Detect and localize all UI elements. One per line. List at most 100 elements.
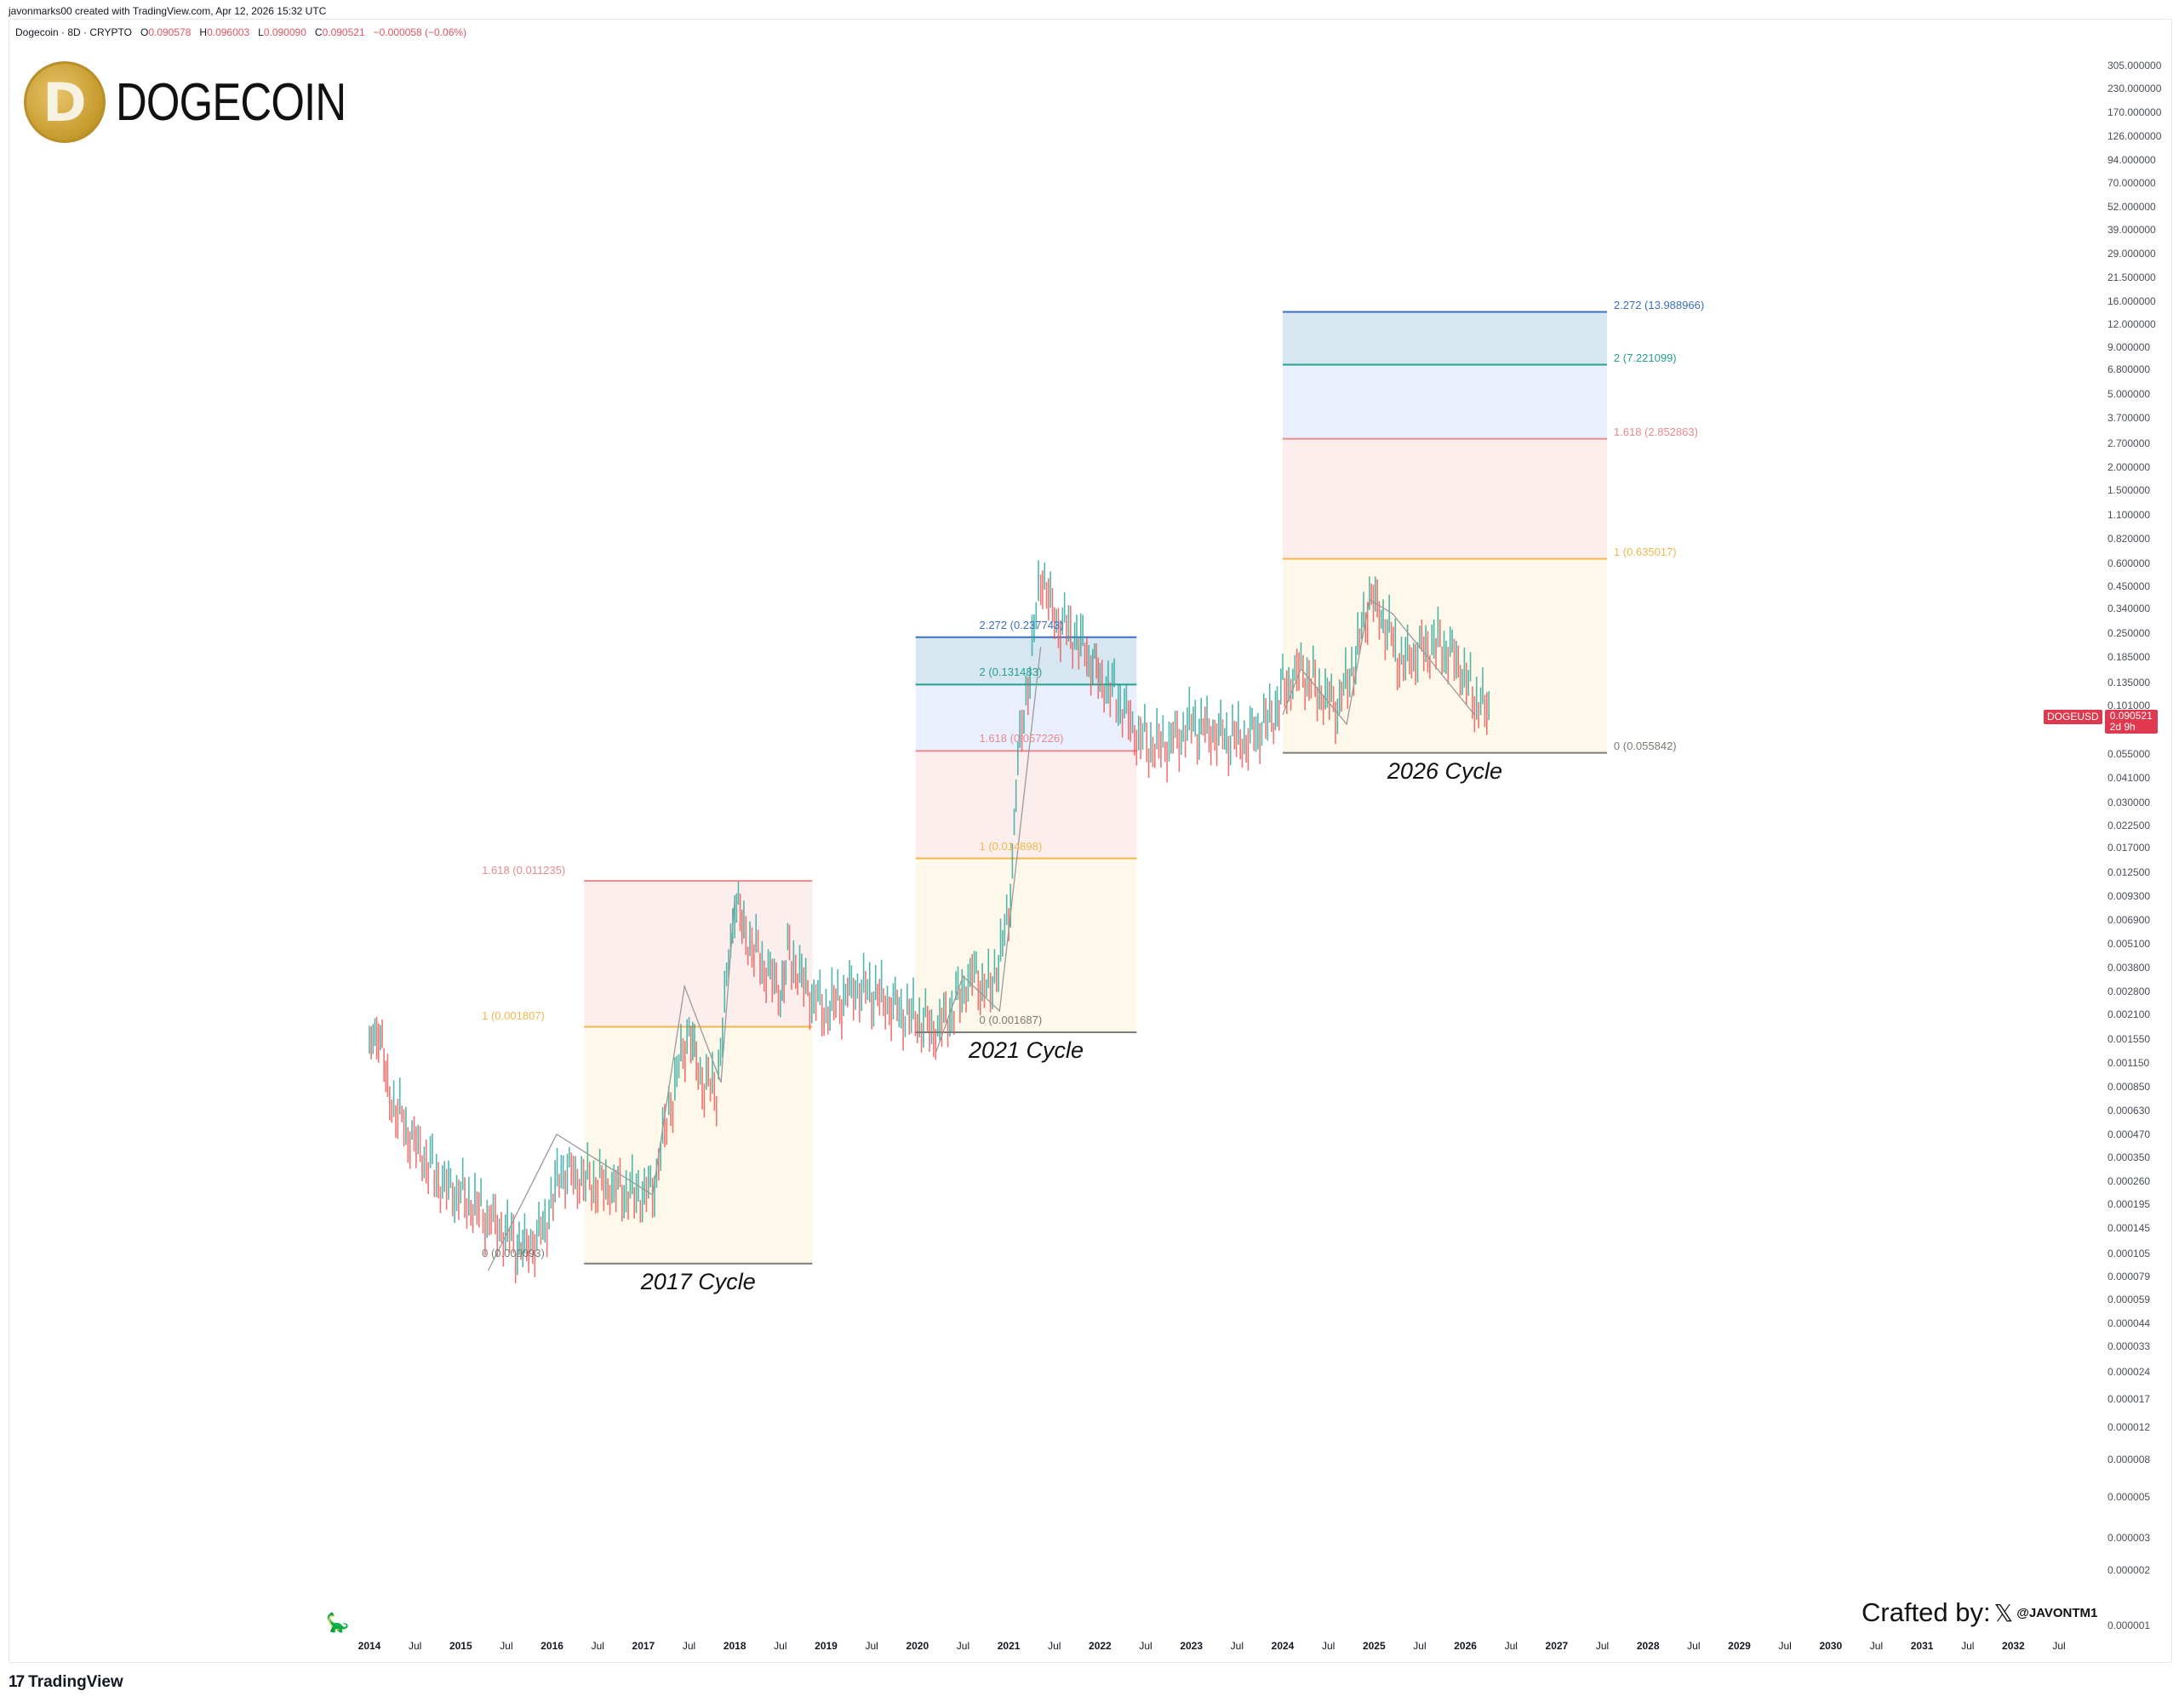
fib-level-label: 0 (0.001687) xyxy=(979,1013,1043,1026)
time-axis-tick: 2024 xyxy=(1271,1640,1295,1652)
time-axis-tick: Jul xyxy=(865,1640,878,1652)
time-axis-tick: 2019 xyxy=(815,1640,838,1652)
price-axis-tick: 0.012500 xyxy=(2108,866,2151,879)
price-axis-tick: 0.000145 xyxy=(2108,1222,2151,1235)
author-handle: @JAVONTM1 xyxy=(2016,1605,2098,1620)
price-axis-tick: 0.135000 xyxy=(2108,676,2151,688)
price-axis-tick: 0.000005 xyxy=(2108,1491,2151,1504)
tradingview-logo[interactable]: 17 TradingView xyxy=(9,1673,123,1692)
price-axis-tick: 0.000003 xyxy=(2108,1531,2151,1544)
time-axis-tick: Jul xyxy=(1687,1640,1701,1652)
symbol-name[interactable]: Dogecoin · 8D · CRYPTO xyxy=(15,26,132,38)
price-axis-tick: 0.340000 xyxy=(2108,603,2151,615)
price-axis-tick: 0.000017 xyxy=(2108,1393,2151,1406)
crafted-by-watermark: Crafted by: 𝕏 @JAVONTM1 xyxy=(1862,1597,2097,1628)
time-axis-tick: 2026 xyxy=(1454,1640,1477,1652)
time-axis-tick: Jul xyxy=(2052,1640,2066,1652)
high-value: 0.096003 xyxy=(207,26,250,38)
fib-level-label: 1 (0.635017) xyxy=(1613,545,1677,558)
fib-level-label: 1 (0.014898) xyxy=(979,839,1043,853)
time-axis-tick: 2021 xyxy=(997,1640,1021,1652)
fib-zone xyxy=(915,751,1137,859)
price-axis-tick: 0.450000 xyxy=(2108,580,2151,592)
price-axis-tick: 70.000000 xyxy=(2108,177,2156,190)
price-axis-tick: 0.000105 xyxy=(2108,1248,2151,1260)
fib-level-label: 0 (0.000093) xyxy=(482,1246,545,1260)
last-price-tag: DOGEUSD 0.090521 2d 9h xyxy=(2044,710,2158,734)
price-axis-tick: 0.005100 xyxy=(2108,938,2151,951)
high-label: H xyxy=(199,26,208,38)
price-axis-tick: 0.820000 xyxy=(2108,532,2151,545)
price-axis-tick: 126.000000 xyxy=(2108,130,2162,143)
zigzag-trendline[interactable] xyxy=(1282,598,1475,726)
fib-zone xyxy=(1283,364,1607,439)
time-axis-tick: Jul xyxy=(956,1640,970,1652)
price-axis-tick: 0.001550 xyxy=(2108,1032,2151,1045)
price-tag-value: 0.090521 2d 9h xyxy=(2104,710,2158,734)
fib-level-label: 1.618 (0.057226) xyxy=(979,732,1064,745)
price-axis-tick: 0.000012 xyxy=(2108,1420,2151,1433)
time-axis-tick: Jul xyxy=(1413,1640,1427,1652)
time-axis-tick: Jul xyxy=(500,1640,513,1652)
time-axis-tick: 2032 xyxy=(2002,1640,2025,1652)
time-axis-tick: Jul xyxy=(1778,1640,1792,1652)
price-axis-tick: 0.009300 xyxy=(2108,889,2151,902)
open-label: O xyxy=(140,26,149,38)
time-axis-tick: 2027 xyxy=(1545,1640,1569,1652)
price-axis-tick: 0.000001 xyxy=(2108,1619,2151,1631)
price-axis-tick: 0.000850 xyxy=(2108,1081,2151,1094)
time-axis-tick: Jul xyxy=(1961,1640,1975,1652)
price-axis-tick: 1.100000 xyxy=(2108,509,2151,522)
symbol-legend: Dogecoin · 8D · CRYPTO O0.090578 H0.0960… xyxy=(15,26,466,38)
price-chart-plot[interactable] xyxy=(0,0,2102,1642)
price-axis-tick: 94.000000 xyxy=(2108,153,2156,166)
time-axis-tick: Jul xyxy=(591,1640,604,1652)
time-axis-tick: 2022 xyxy=(1089,1640,1112,1652)
zigzag-trendline[interactable] xyxy=(935,647,1042,1054)
fib-zone xyxy=(915,858,1137,1032)
time-axis-tick: Jul xyxy=(1048,1640,1061,1652)
price-axis-tick: 6.800000 xyxy=(2108,363,2151,376)
change-value: −0.000058 (−0.06%) xyxy=(373,26,467,38)
time-axis-tick: Jul xyxy=(1595,1640,1610,1652)
price-axis-tick: 0.000033 xyxy=(2108,1340,2151,1352)
time-axis-tick: Jul xyxy=(1504,1640,1518,1652)
time-axis-tick: Jul xyxy=(1230,1640,1244,1652)
dogecoin-wordmark: DOGECOIN xyxy=(116,72,346,132)
price-axis-tick: 0.000079 xyxy=(2108,1271,2151,1283)
price-axis-tick: 0.022500 xyxy=(2108,819,2151,831)
time-axis-tick: 2018 xyxy=(723,1640,746,1652)
time-axis-tick: 2029 xyxy=(1728,1640,1751,1652)
cycle-label: 2021 Cycle xyxy=(968,1037,1084,1063)
time-axis-tick: 2028 xyxy=(1636,1640,1660,1652)
price-axis-tick: 0.041000 xyxy=(2108,771,2151,784)
chart-attribution: javonmarks00 created with TradingView.co… xyxy=(9,5,327,17)
price-axis-tick: 170.000000 xyxy=(2108,106,2162,119)
time-axis-tick: 2016 xyxy=(540,1640,563,1652)
price-axis-tick: 0.000008 xyxy=(2108,1453,2151,1465)
time-axis-tick: 2031 xyxy=(1910,1640,1934,1652)
fib-zone xyxy=(584,1026,813,1264)
price-axis-tick: 0.000044 xyxy=(2108,1317,2151,1329)
time-axis-tick: 2015 xyxy=(449,1640,472,1652)
time-axis-tick: 2023 xyxy=(1180,1640,1204,1652)
price-axis-tick: 230.000000 xyxy=(2108,82,2162,94)
price-axis[interactable]: 305.000000 230.000000 170.000000 126.000000… xyxy=(2108,19,2176,1636)
fib-level-label: 1 (0.001807) xyxy=(482,1009,545,1023)
fib-level-label: 1.618 (0.011235) xyxy=(482,864,566,877)
tradingview-label: TradingView xyxy=(28,1673,123,1691)
time-axis-tick: Jul xyxy=(408,1640,422,1652)
time-axis-tick: Jul xyxy=(1139,1640,1152,1652)
fib-level-label: 2 (0.131483) xyxy=(979,665,1043,679)
time-axis[interactable]: 2014 Jul 2015 Jul 2016 Jul 2017 Jul 2018 Jul 2019 J… xyxy=(0,1638,2102,1657)
dogecoin-logo: D DOGECOIN xyxy=(24,61,397,143)
fib-level-label: 1.618 (2.852863) xyxy=(1613,425,1698,438)
dinosaur-icon[interactable]: 🦕 xyxy=(326,1612,350,1633)
price-axis-tick: 0.002100 xyxy=(2108,1008,2151,1021)
price-axis-tick: 0.006900 xyxy=(2108,913,2151,926)
price-axis-tick: 0.185000 xyxy=(2108,651,2151,664)
bar-countdown: 2d 9h xyxy=(2109,721,2136,733)
zigzag-trendline[interactable] xyxy=(487,898,735,1271)
price-axis-tick: 0.000470 xyxy=(2108,1128,2151,1140)
time-axis-tick: 2014 xyxy=(357,1640,381,1652)
